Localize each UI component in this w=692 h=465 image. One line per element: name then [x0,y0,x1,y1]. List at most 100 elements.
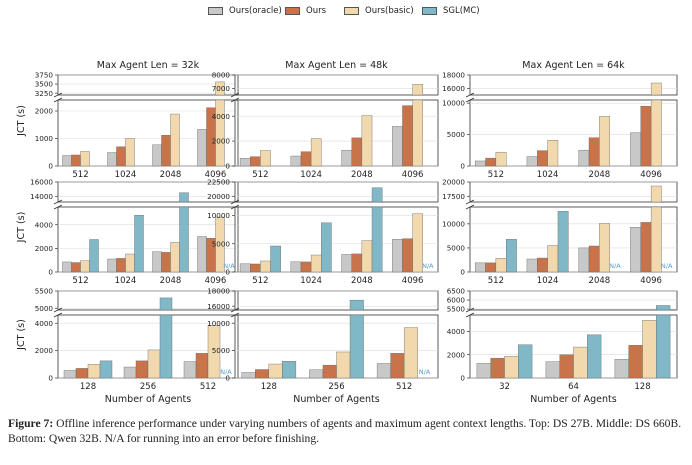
y-tick-label: 0 [225,374,230,383]
y-tick-label: 0 [460,268,465,277]
legend-swatch-ours-basic [344,7,359,15]
upper-frame [234,181,439,203]
bar-ours [588,137,600,167]
x-tick-label: 2048 [589,276,611,286]
bar-oursoracle [183,361,197,379]
bar-oursbasic [547,140,559,167]
bar-oursoracle [107,258,117,273]
bar-oursbasic [170,242,180,273]
bar-ours [402,238,413,273]
bar-oursoracle [341,149,352,167]
bar-oursbasic [599,116,610,167]
bar-oursbasic [412,99,423,167]
y-tick-label: 2000 [212,137,231,146]
bar-sglmc [587,334,602,379]
bar-oursbasic [80,260,90,273]
bar-oursoracle [578,247,590,273]
axis-break-mark [230,312,240,318]
x-tick-label: 1024 [537,276,559,286]
x-tick-label: 128 [634,382,650,392]
bar-oursbasic [170,113,180,167]
y-tick-label: 0 [48,374,53,383]
bar-ours [250,263,261,273]
bar-oursoracle [63,370,77,379]
bar-ours [71,154,81,167]
x-tick-label: 2048 [160,276,182,286]
bar-ours [390,353,405,379]
y-tick-label: 17500 [442,192,465,201]
x-tick-label: 512 [72,170,88,180]
subplot-1-1: 0 5000 10000 20000 22500 512 1024 2048 N/A 4096 [207,178,439,286]
x-tick-label: 2048 [160,170,182,180]
x-tick-label: 64 [568,382,579,392]
axis-break-mark [230,92,240,98]
bar-sglmc [99,360,113,379]
bar-oursoracle [290,155,302,167]
bar-sglmc [349,314,364,379]
bar-oursoracle [62,261,72,273]
bar-sglmc [159,314,173,379]
y-tick-label: 18000 [442,71,465,80]
subplot-title: Max Agent Len = 32k [97,60,200,71]
y-tick-label: 20000 [442,178,465,187]
y-tick-label: 10000 [442,99,465,108]
axis-break-mark [230,204,240,210]
bar-ours [351,253,363,273]
y-tick-label: 7000 [212,84,231,93]
axis-break-mark [465,199,475,205]
bar-sglmc [506,239,517,273]
x-axis-label: Number of Agents [293,394,379,405]
axis-break-mark [230,97,240,103]
bar-ours [161,134,171,167]
bar-ours [255,369,270,379]
axis-break-mark [465,204,475,210]
axis-break-mark [465,97,475,103]
bar-oursoracle [392,126,403,167]
y-tick-label: 0 [48,162,53,171]
bar-oursbasic [336,351,351,379]
y-tick-label: 3750 [35,71,54,80]
bar-ours [71,262,81,273]
y-tick-label: 2000 [35,107,54,116]
y-tick-label: 0 [225,268,230,277]
caption-label: Figure 7: [8,417,54,430]
x-tick-label: 512 [72,276,88,286]
figure-caption: Figure 7: Offline inference performance … [8,416,684,446]
bar-upper-oursbasic [215,81,225,96]
bar-upper-sglmc [371,187,383,203]
y-tick-label: 16000 [207,302,230,311]
bar-sglmc [371,206,383,273]
bar-oursbasic [495,258,507,273]
y-tick-label: 0 [460,162,465,171]
bar-ours [628,345,643,379]
y-tick-label: 18000 [207,287,230,296]
bar-oursoracle [107,152,117,167]
legend-swatch-ours [285,7,300,15]
bar-oursoracle [474,262,486,273]
axis-break-mark [53,97,63,103]
bar-oursoracle [239,263,251,273]
bar-oursoracle [290,261,302,273]
bar-upper-sglmc [179,192,189,203]
bar-oursoracle [476,363,491,379]
bar-oursbasic [80,151,90,167]
bar-ours [490,357,505,379]
bar-oursbasic [310,138,322,167]
axis-break-mark [53,312,63,318]
bar-oursoracle [376,363,391,379]
x-tick-label: 512 [200,382,216,392]
axis-break-mark [465,307,475,313]
bar-ours [485,157,497,167]
y-tick-label: 0 [48,268,53,277]
bar-ours [559,354,574,379]
bar-oursbasic [650,206,662,273]
x-tick-label: 128 [261,382,277,392]
bar-oursoracle [197,236,207,273]
axis-break-mark [465,92,475,98]
y-tick-label: 5500 [447,305,466,314]
bar-ours [640,106,652,167]
y-tick-label: 6000 [447,296,466,305]
legend-item-ours: Ours [285,6,326,16]
na-label: N/A [422,262,434,270]
y-axis-label: JCT (s) [16,212,27,244]
